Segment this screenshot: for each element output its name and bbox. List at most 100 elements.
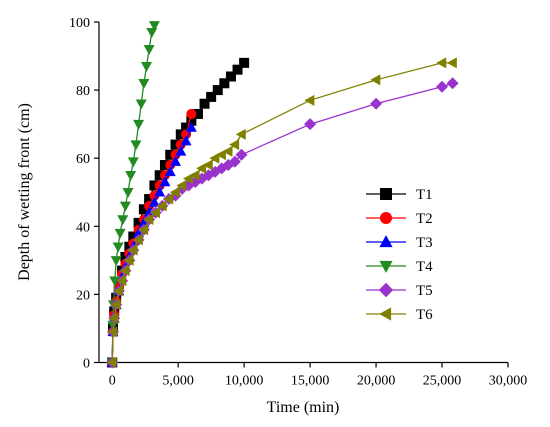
data-point	[119, 265, 130, 277]
data-point	[446, 77, 459, 90]
legend-label: T4	[416, 259, 433, 275]
data-point	[156, 200, 167, 212]
data-point	[304, 94, 315, 106]
data-point	[239, 57, 250, 68]
data-point	[199, 98, 210, 109]
data-point	[175, 129, 186, 140]
data-point	[149, 207, 160, 219]
data-point	[370, 74, 381, 86]
x-tick-label: 20,000	[357, 374, 396, 389]
y-tick-label: 0	[83, 357, 90, 372]
y-tick-label: 20	[76, 288, 90, 303]
x-tick-label: 10,000	[225, 374, 264, 389]
series-line	[111, 127, 193, 363]
data-point	[128, 231, 139, 242]
data-point	[127, 157, 139, 168]
legend-item: T1	[366, 187, 433, 203]
series-line	[111, 62, 245, 363]
data-point	[229, 139, 240, 151]
x-tick-label: 0	[109, 374, 116, 389]
x-ticks: 0 5,000 10,000 15,000 20,000 25,000 30,000	[109, 362, 528, 389]
data-point	[107, 326, 118, 338]
data-point	[436, 57, 447, 69]
data-point	[130, 140, 142, 151]
data-point	[112, 242, 124, 253]
data-point	[186, 115, 197, 126]
data-point	[206, 91, 217, 102]
data-point	[122, 188, 134, 198]
data-point	[202, 159, 213, 171]
legend-label: T2	[416, 211, 433, 227]
data-point	[117, 215, 129, 226]
data-point	[127, 244, 138, 256]
data-point	[196, 162, 207, 174]
data-point	[232, 64, 243, 75]
legend-label: T1	[416, 187, 433, 203]
data-point	[181, 122, 192, 133]
data-point	[143, 44, 155, 55]
legend-label: T3	[416, 235, 433, 251]
data-point	[146, 27, 158, 38]
data-point	[154, 186, 166, 197]
data-point	[165, 149, 176, 160]
x-tick-label: 15,000	[291, 374, 330, 389]
data-point	[222, 145, 233, 157]
data-point	[133, 119, 145, 130]
data-point	[119, 201, 131, 212]
data-point	[186, 108, 197, 119]
x-axis-title: Time (min)	[267, 399, 340, 416]
data-point	[123, 254, 134, 266]
data-point	[212, 85, 223, 96]
data-point	[169, 186, 180, 198]
data-point	[181, 129, 192, 140]
data-point	[159, 176, 171, 187]
y-tick-label: 60	[76, 152, 90, 167]
y-axis-title: Depth of wetting front (cm)	[16, 103, 33, 281]
legend-label: T5	[416, 283, 433, 299]
data-point	[215, 149, 226, 161]
data-point	[170, 155, 182, 166]
legend-marker	[380, 188, 392, 200]
data-point	[149, 180, 160, 191]
series-layer	[106, 21, 459, 369]
legend-item: T4	[366, 259, 433, 275]
data-point	[164, 166, 176, 177]
data-point	[148, 196, 160, 207]
data-point	[125, 170, 137, 181]
data-point	[176, 179, 187, 191]
data-point	[114, 228, 126, 239]
data-point	[180, 135, 192, 146]
data-point	[108, 312, 119, 324]
y-tick-label: 40	[76, 220, 90, 235]
legend-marker	[379, 235, 393, 248]
data-point	[154, 170, 165, 181]
data-point	[138, 204, 149, 215]
data-point	[219, 78, 230, 89]
legend-marker	[378, 282, 394, 298]
series-T4	[106, 21, 160, 369]
data-point	[135, 99, 147, 110]
data-point	[148, 21, 160, 32]
data-point	[109, 276, 121, 287]
legend-marker	[379, 307, 392, 321]
data-point	[436, 80, 449, 93]
data-point	[120, 251, 131, 262]
series-T1	[107, 57, 250, 368]
data-point	[140, 62, 152, 73]
axes	[98, 22, 508, 364]
data-point	[182, 173, 193, 185]
series-T5	[106, 77, 459, 369]
data-point	[143, 213, 154, 225]
series-T6	[106, 57, 457, 368]
x-tick-label: 5,000	[162, 374, 194, 389]
data-point	[185, 121, 197, 132]
data-point	[133, 217, 144, 228]
y-tick-label: 100	[69, 16, 90, 31]
data-point	[192, 108, 203, 119]
legend-marker	[379, 260, 393, 273]
data-point	[107, 320, 119, 331]
x-tick-label: 30,000	[489, 374, 528, 389]
data-point	[113, 285, 124, 297]
data-point	[170, 139, 181, 150]
